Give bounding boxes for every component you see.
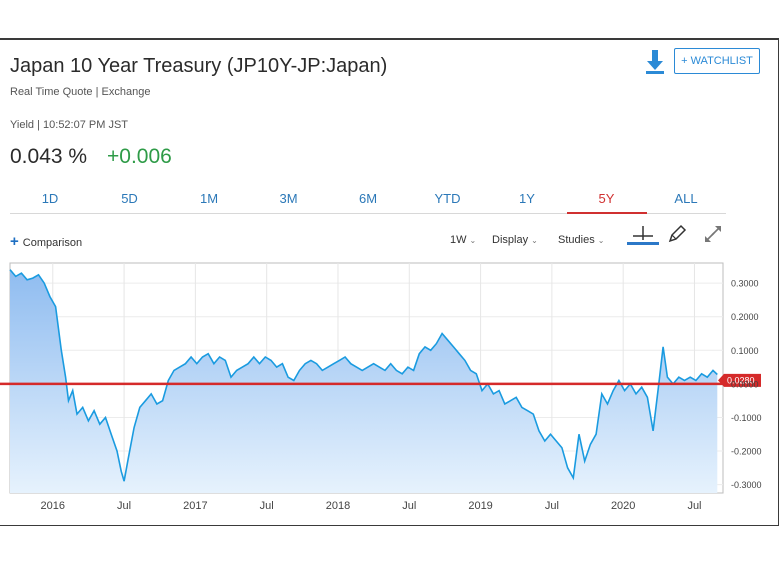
quote-card: [0, 38, 779, 526]
x-tick-label: Jul: [117, 500, 131, 512]
watchlist-button[interactable]: + WATCHLIST: [674, 48, 760, 74]
expand-icon[interactable]: [703, 224, 723, 244]
comparison-button[interactable]: + Comparison: [10, 233, 82, 250]
x-tick-label: 2016: [41, 500, 65, 512]
y-tick-label: 0.2000: [731, 312, 759, 322]
chevron-down-icon: ⌄: [531, 236, 538, 245]
y-tick-label: 0.3000: [731, 279, 759, 289]
x-tick-label: Jul: [260, 500, 274, 512]
x-tick-label: 2019: [468, 500, 492, 512]
yield-timestamp: Yield | 10:52:07 PM JST: [10, 119, 129, 131]
tab-5d[interactable]: 5D: [121, 191, 138, 206]
tab-ytd[interactable]: YTD: [434, 191, 461, 206]
current-value-tag: [718, 373, 761, 387]
y-tick-label: -0.1000: [731, 413, 762, 423]
x-tick-label: 2017: [183, 500, 207, 512]
display-label: Display: [492, 234, 529, 246]
studies-label: Studies: [558, 234, 595, 246]
crosshair-icon[interactable]: [627, 224, 659, 246]
plus-icon: +: [10, 233, 19, 250]
display-dropdown[interactable]: Display ⌄: [492, 234, 538, 246]
y-tick-label: 0.1000: [731, 346, 759, 356]
tab-6m[interactable]: 6M: [358, 191, 378, 206]
interval-dropdown[interactable]: 1W ⌄: [450, 234, 476, 246]
x-tick-label: Jul: [687, 500, 701, 512]
series-line: [9, 269, 718, 482]
price-change: +0.006: [107, 145, 172, 168]
range-tabs: 1D 5D 1M 3M 6M YTD 1Y 5Y ALL: [10, 191, 726, 214]
y-tick-label: -0.3000: [731, 480, 762, 490]
x-tick-label: Jul: [402, 500, 416, 512]
x-tick-label: 2018: [326, 500, 350, 512]
comparison-label: Comparison: [22, 237, 83, 249]
download-icon[interactable]: [644, 50, 666, 74]
last-price: 0.043 %: [10, 145, 88, 168]
tab-1d[interactable]: 1D: [41, 191, 59, 206]
y-tick-label: 0.0000: [731, 379, 759, 389]
tab-3m[interactable]: 3M: [279, 191, 298, 206]
interval-label: 1W: [450, 234, 467, 246]
chevron-down-icon: ⌄: [469, 236, 477, 245]
y-tick-label: -0.2000: [731, 447, 762, 457]
tab-all[interactable]: ALL: [674, 191, 698, 206]
tab-1y[interactable]: 1Y: [519, 191, 535, 206]
series-area: [10, 269, 718, 493]
chevron-down-icon: ⌄: [597, 236, 605, 245]
tab-1m[interactable]: 1M: [199, 191, 219, 206]
studies-dropdown[interactable]: Studies ⌄: [558, 234, 604, 246]
current-value-label: 0.0280: [727, 375, 755, 385]
page-title: Japan 10 Year Treasury (JP10Y-JP:Japan): [10, 55, 388, 77]
tab-5y[interactable]: 5Y: [566, 191, 647, 214]
draw-pencil-icon[interactable]: [667, 224, 687, 244]
x-tick-label: 2020: [611, 500, 635, 512]
x-tick-label: Jul: [545, 500, 559, 512]
quote-source: Real Time Quote | Exchange: [10, 86, 151, 98]
